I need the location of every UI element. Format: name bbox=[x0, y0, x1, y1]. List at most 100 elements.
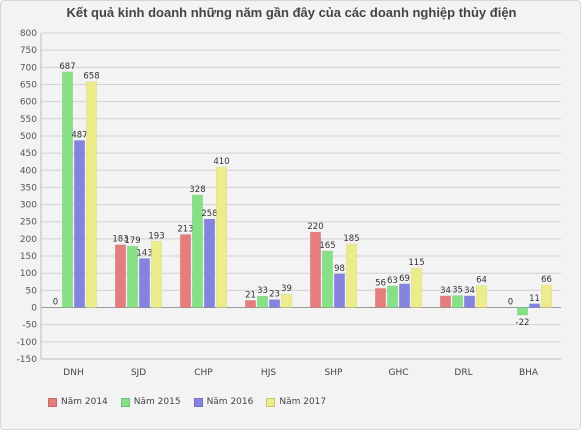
y-tick-label: 0 bbox=[31, 304, 37, 314]
bar bbox=[139, 258, 150, 308]
bar bbox=[440, 295, 451, 308]
legend-label: Năm 2015 bbox=[133, 397, 181, 407]
data-label: 63 bbox=[387, 276, 398, 286]
legend-item: Năm 2016 bbox=[193, 397, 254, 407]
y-tick-label: 550 bbox=[20, 115, 37, 125]
data-label: 64 bbox=[476, 276, 487, 286]
data-label: 66 bbox=[541, 275, 552, 285]
data-label: 0 bbox=[508, 298, 513, 308]
bar bbox=[74, 140, 85, 308]
y-tick-label: 500 bbox=[20, 132, 37, 142]
bar bbox=[216, 166, 227, 308]
bar bbox=[452, 295, 463, 308]
data-label: 183 bbox=[112, 235, 128, 245]
bar bbox=[529, 303, 540, 308]
data-label: 34 bbox=[464, 286, 475, 296]
x-tick-label: CHP bbox=[194, 368, 213, 378]
bar bbox=[387, 285, 398, 308]
data-label: 115 bbox=[408, 258, 424, 268]
bar bbox=[281, 293, 292, 308]
data-label: 69 bbox=[399, 274, 410, 284]
y-tick-label: -50 bbox=[22, 321, 37, 331]
data-label: 179 bbox=[124, 236, 140, 246]
legend-swatch bbox=[193, 397, 203, 407]
y-tick-label: -100 bbox=[17, 338, 38, 348]
x-tick-label: SHP bbox=[325, 368, 343, 378]
bar bbox=[517, 307, 528, 316]
bar bbox=[334, 273, 345, 308]
bar bbox=[476, 285, 487, 308]
bar bbox=[127, 245, 138, 308]
y-tick-label: 700 bbox=[20, 63, 37, 73]
x-tick-label: SJD bbox=[131, 368, 146, 378]
x-tick-label: HJS bbox=[261, 368, 276, 378]
bar bbox=[245, 300, 256, 308]
bar bbox=[375, 288, 386, 308]
y-tick-label: 650 bbox=[20, 80, 37, 90]
bar bbox=[115, 244, 126, 308]
data-label: 185 bbox=[343, 234, 359, 244]
y-tick-label: 100 bbox=[20, 269, 37, 279]
bar bbox=[541, 284, 552, 308]
y-tick-label: 50 bbox=[26, 286, 38, 296]
bar bbox=[86, 81, 97, 308]
legend-swatch bbox=[48, 397, 57, 407]
data-label: 220 bbox=[307, 222, 323, 232]
y-tick-label: 200 bbox=[20, 235, 37, 245]
data-label: 487 bbox=[71, 130, 87, 140]
bar bbox=[399, 283, 410, 308]
bar bbox=[411, 267, 422, 308]
chart-title: Kết quả kinh doanh những năm gần đây của… bbox=[66, 5, 517, 20]
bar bbox=[192, 194, 203, 308]
legend-item: Năm 2017 bbox=[266, 397, 326, 407]
bar bbox=[310, 231, 321, 308]
y-tick-label: 250 bbox=[20, 218, 37, 228]
x-tick-label: DNH bbox=[63, 368, 83, 378]
data-label: 0 bbox=[53, 298, 58, 308]
legend-label: Năm 2016 bbox=[206, 397, 254, 407]
data-label: 39 bbox=[281, 284, 292, 294]
bar bbox=[62, 71, 73, 308]
data-label: 410 bbox=[213, 157, 229, 167]
legend-label: Năm 2017 bbox=[279, 397, 327, 407]
y-tick-label: 300 bbox=[20, 201, 37, 211]
x-tick-label: BHA bbox=[519, 368, 539, 378]
data-label: 33 bbox=[257, 286, 268, 296]
y-tick-label: 600 bbox=[20, 98, 37, 108]
data-label: 23 bbox=[269, 290, 280, 300]
bar bbox=[257, 295, 268, 308]
legend-label: Năm 2014 bbox=[61, 397, 108, 407]
x-tick-label: GHC bbox=[388, 368, 408, 378]
bar bbox=[151, 241, 162, 308]
bar bbox=[322, 250, 333, 308]
data-label: 258 bbox=[201, 209, 217, 219]
y-tick-label: -150 bbox=[17, 355, 38, 365]
chart-legend: Năm 2014 Năm 2015 Năm 2016 Năm 2017 bbox=[48, 395, 339, 409]
y-tick-label: 350 bbox=[20, 183, 37, 193]
x-tick-label: DRL bbox=[454, 368, 472, 378]
data-label: 165 bbox=[319, 241, 335, 251]
data-label: 687 bbox=[59, 62, 75, 72]
data-label: 213 bbox=[177, 224, 193, 234]
y-tick-label: 400 bbox=[20, 166, 37, 176]
y-tick-label: 750 bbox=[20, 46, 37, 56]
y-tick-label: 150 bbox=[20, 252, 37, 262]
data-label: 143 bbox=[136, 248, 152, 258]
data-label: 11 bbox=[529, 294, 540, 304]
data-label: 35 bbox=[452, 286, 463, 296]
bar bbox=[269, 299, 280, 308]
data-label: 34 bbox=[440, 286, 451, 296]
legend-item: Năm 2014 bbox=[48, 397, 108, 407]
data-label: 98 bbox=[334, 264, 345, 274]
data-label: 658 bbox=[83, 72, 99, 82]
y-tick-label: 450 bbox=[20, 149, 37, 159]
data-label: 193 bbox=[148, 231, 164, 241]
data-label: 56 bbox=[375, 278, 386, 288]
legend-item: Năm 2015 bbox=[120, 397, 181, 407]
bar bbox=[204, 218, 215, 308]
legend-swatch bbox=[120, 397, 130, 407]
bar bbox=[346, 243, 357, 308]
legend-swatch bbox=[266, 397, 276, 407]
